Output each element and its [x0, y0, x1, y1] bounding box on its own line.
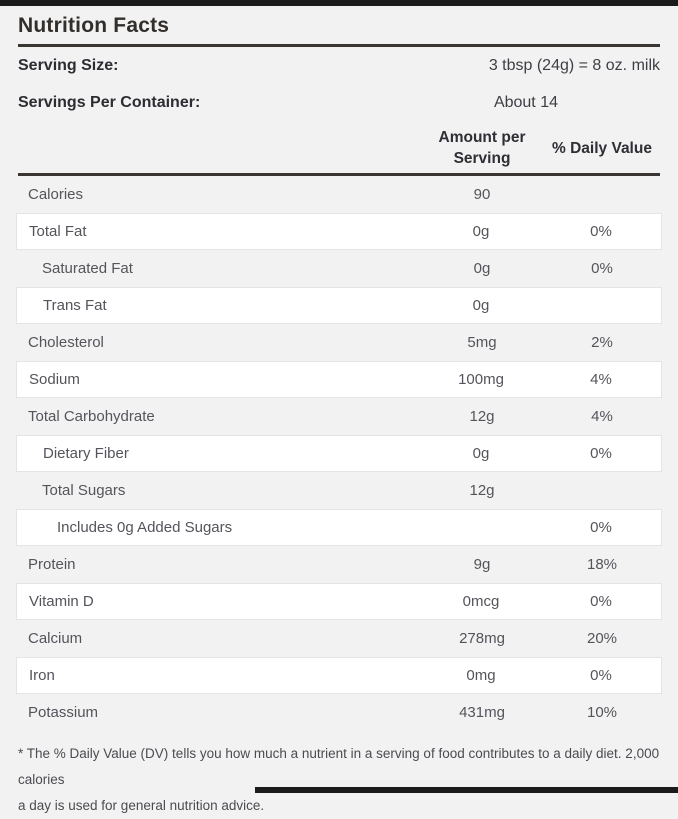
- nutrient-label: Total Sugars: [42, 482, 126, 499]
- nutrient-label: Dietary Fiber: [43, 445, 129, 462]
- header-rule: [18, 173, 660, 176]
- nutrient-label: Cholesterol: [28, 334, 104, 351]
- footnote-line-2: a day is used for general nutrition advi…: [18, 798, 265, 813]
- table-row: Total Carbohydrate 12g 4%: [16, 398, 662, 435]
- nutrient-label: Trans Fat: [43, 297, 107, 314]
- nutrient-daily-value: 0%: [591, 260, 613, 277]
- nutrient-amount: 431mg: [459, 704, 505, 721]
- nutrient-label: Includes 0g Added Sugars: [57, 519, 233, 536]
- nutrient-amount: 0mcg: [462, 593, 500, 610]
- nutrient-daily-value: 20%: [586, 630, 618, 647]
- column-header-amount-per-serving: Amount per Serving: [438, 129, 526, 167]
- nutrient-amount: 0mg: [466, 667, 496, 684]
- table-row: Vitamin D 0mcg 0%: [16, 583, 662, 620]
- nutrient-daily-value: 0%: [590, 593, 612, 610]
- nutrient-label: Vitamin D: [29, 593, 94, 610]
- servings-per-container-value: About 14: [493, 93, 558, 111]
- nutrient-amount: 0g: [472, 297, 490, 314]
- nutrition-table: Calories 90 Total Fat 0g 0% Saturated Fat 0g 0%…: [0, 176, 678, 731]
- nutrient-amount: 278mg: [459, 630, 505, 647]
- servings-per-container-label: Servings Per Container:: [18, 93, 201, 111]
- nutrient-amount: 9g: [473, 556, 491, 573]
- nutrient-daily-value: 4%: [590, 371, 612, 388]
- serving-size-value: 3 tbsp (24g) = 8 oz. milk: [488, 56, 660, 74]
- table-row: Calories 90: [16, 176, 662, 213]
- nutrient-label: Total Fat: [29, 223, 87, 240]
- table-row: Protein 9g 18%: [16, 546, 662, 583]
- column-header-daily-value: % Daily Value: [552, 139, 652, 157]
- nutrient-amount: 0g: [472, 445, 490, 462]
- table-row: Iron 0mg 0%: [16, 657, 662, 694]
- nutrient-amount: 12g: [469, 408, 495, 425]
- nutrient-amount: 12g: [469, 482, 495, 499]
- nutrient-amount: 90: [473, 186, 491, 203]
- nutrient-amount: 0g: [472, 223, 490, 240]
- footnote-line-1: * The % Daily Value (DV) tells you how m…: [18, 746, 660, 787]
- nutrient-label: Protein: [28, 556, 76, 573]
- nutrient-label: Total Carbohydrate: [28, 408, 155, 425]
- table-row: Total Fat 0g 0%: [16, 213, 662, 250]
- table-row: Trans Fat 0g: [16, 287, 662, 324]
- nutrient-label: Potassium: [28, 704, 99, 721]
- daily-value-footnote: * The % Daily Value (DV) tells you how m…: [18, 741, 660, 819]
- serving-size-label: Serving Size:: [18, 56, 119, 74]
- nutrient-amount: 0g: [473, 260, 491, 277]
- nutrient-amount: 5mg: [467, 334, 497, 351]
- bottom-divider-bar: [255, 787, 678, 793]
- nutrient-daily-value: 4%: [591, 408, 613, 425]
- nutrient-daily-value: 0%: [590, 223, 612, 240]
- nutrient-label: Saturated Fat: [42, 260, 133, 277]
- table-column-headers: Amount per Serving % Daily Value: [16, 121, 662, 173]
- nutrition-facts-title: Nutrition Facts: [18, 14, 170, 37]
- nutrient-amount: 100mg: [458, 371, 504, 388]
- table-row: Total Sugars 12g: [16, 472, 662, 509]
- nutrient-daily-value: 0%: [590, 445, 612, 462]
- table-row: Saturated Fat 0g 0%: [16, 250, 662, 287]
- nutrient-label: Sodium: [29, 371, 80, 388]
- table-row: Includes 0g Added Sugars 0%: [16, 509, 662, 546]
- table-row: Sodium 100mg 4%: [16, 361, 662, 398]
- nutrient-daily-value: 10%: [586, 704, 618, 721]
- serving-size-row: Serving Size: 3 tbsp (24g) = 8 oz. milk: [0, 47, 678, 84]
- top-divider-bar: [0, 0, 678, 6]
- servings-per-container-row: Servings Per Container: About 14: [0, 84, 678, 121]
- nutrient-daily-value: 0%: [590, 667, 612, 684]
- nutrient-daily-value: 2%: [591, 334, 613, 351]
- table-row: Cholesterol 5mg 2%: [16, 324, 662, 361]
- title-rule: [18, 44, 660, 47]
- table-row: Dietary Fiber 0g 0%: [16, 435, 662, 472]
- nutrient-label: Calcium: [28, 630, 83, 647]
- nutrient-label: Iron: [29, 667, 55, 684]
- nutrient-daily-value: 0%: [590, 519, 612, 536]
- nutrient-daily-value: 18%: [586, 556, 618, 573]
- nutrient-label: Calories: [28, 186, 84, 203]
- table-row: Potassium 431mg 10%: [16, 694, 662, 731]
- table-row: Calcium 278mg 20%: [16, 620, 662, 657]
